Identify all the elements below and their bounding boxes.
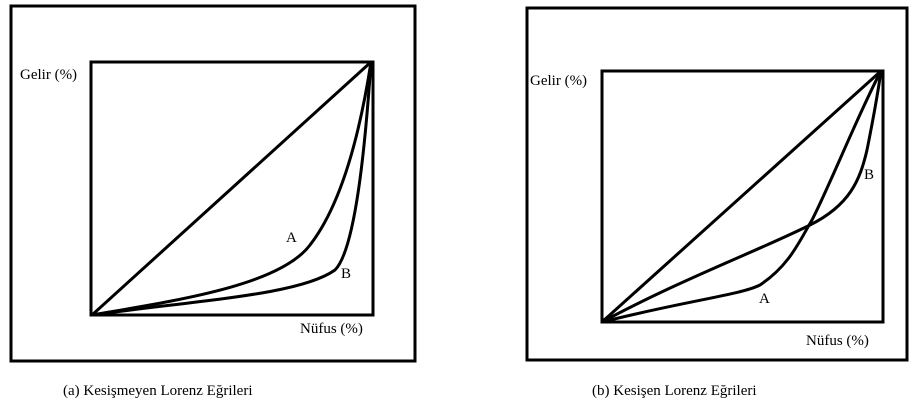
panel-b-x-axis-label: Nüfus (%) [806,333,869,349]
panel-b [525,6,909,362]
panel-a-curve-b [91,61,373,317]
panel-b-curve-a [601,70,883,324]
panel-a-x-axis-label: Nüfus (%) [300,321,363,337]
panel-a-plot-box [89,60,375,317]
panel-a [9,4,417,363]
panel-b-plot-box [600,69,885,324]
panel-b-equality-line [600,69,883,324]
panel-b-curve-b-label: B [864,167,875,183]
panel-b-caption: (b) Kesişen Lorenz Eğrileri [592,383,757,399]
panel-b-y-axis-label: Gelir (%) [530,73,588,89]
panel-b-frame [525,6,909,362]
panel-a-y-axis-label: Gelir (%) [20,67,78,83]
panel-a-frame [9,4,417,363]
panel-b-curve-b [601,70,883,324]
panel-a-curve-a-label: A [286,230,297,246]
panel-b-curve-a-label: A [759,291,770,307]
panel-a-curve-b-label: B [341,266,352,282]
panel-a-curve-a [91,61,373,317]
panel-a-caption: (a) Kesişmeyen Lorenz Eğrileri [63,383,253,399]
panel-a-equality-line [90,60,373,317]
